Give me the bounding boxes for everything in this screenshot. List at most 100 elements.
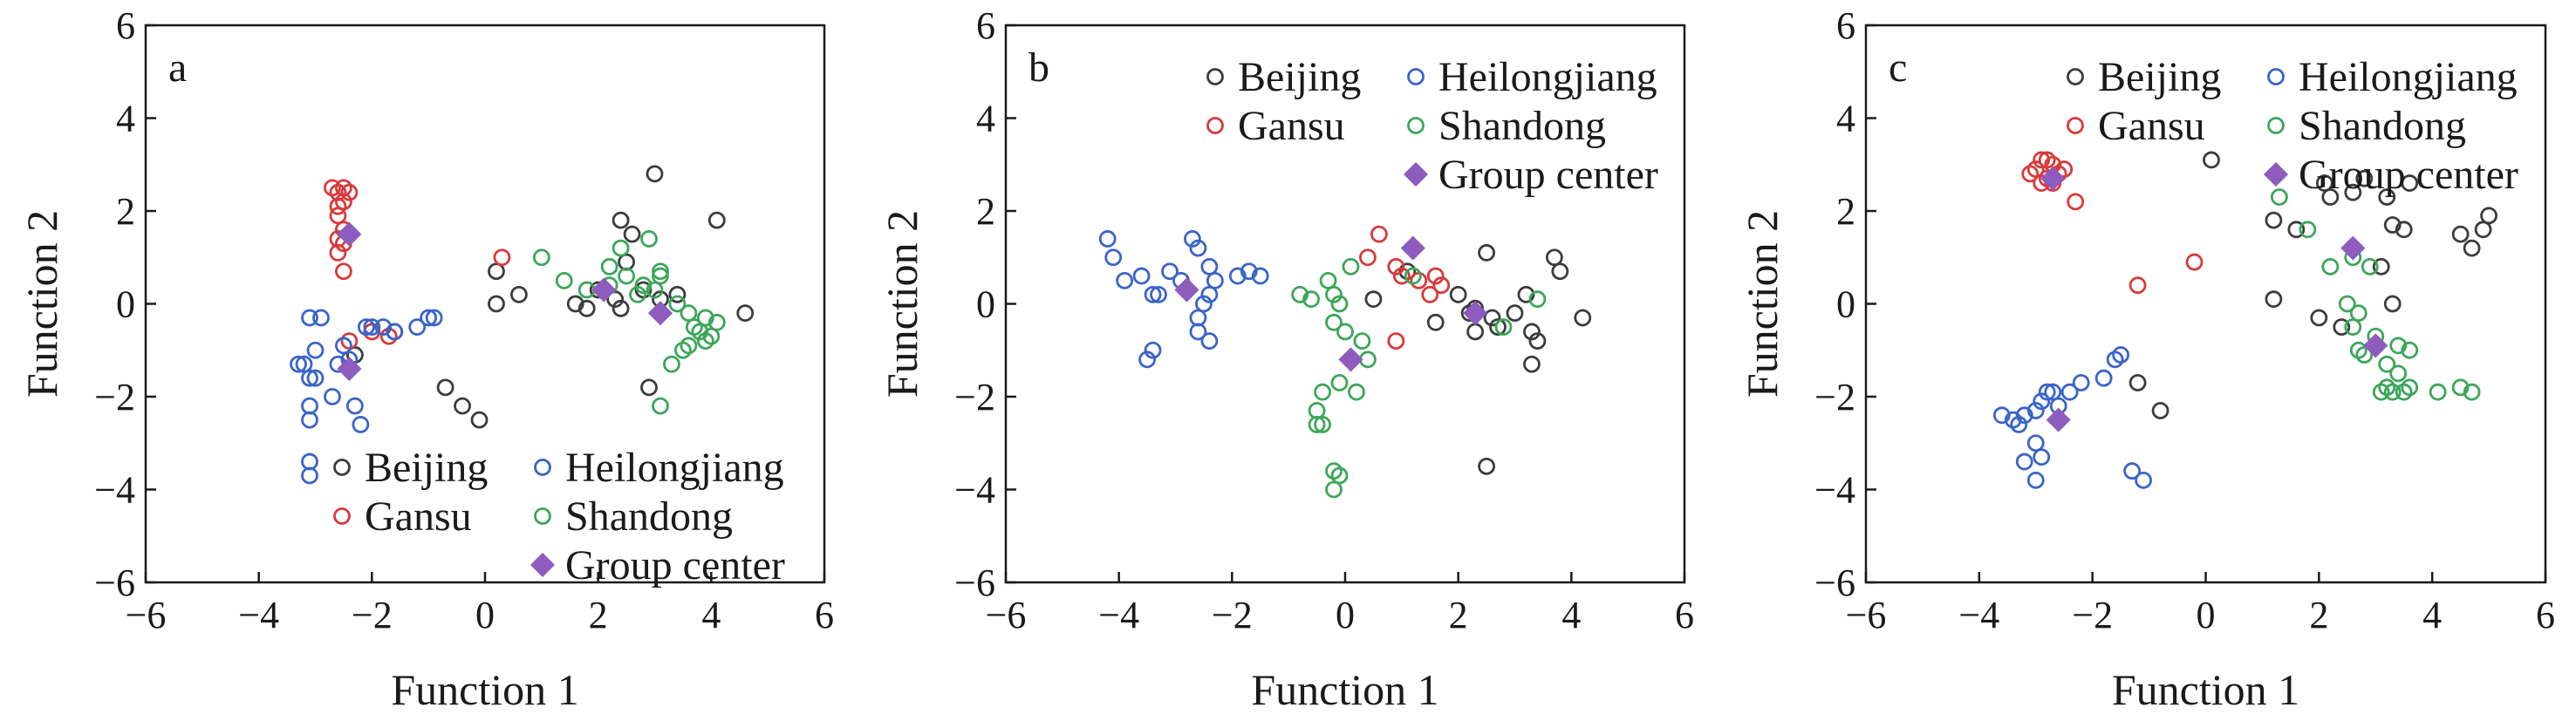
data-point — [2321, 188, 2340, 206]
data-point — [1463, 301, 1488, 326]
data-point — [324, 388, 341, 405]
legend-item: Shandong — [2267, 103, 2466, 149]
data-point — [2265, 290, 2283, 309]
y-tick-label: 6 — [1836, 4, 1855, 47]
legend-marker — [2067, 68, 2084, 85]
data-point — [532, 248, 550, 267]
data-point — [1353, 332, 1371, 350]
legend-label: Beijing — [2098, 54, 2221, 100]
y-tick-label: 0 — [976, 283, 995, 326]
data-point — [2463, 239, 2481, 257]
data-point — [1489, 318, 1507, 337]
legend-label: Beijing — [365, 445, 488, 491]
x-tick-label: −4 — [1958, 594, 1999, 636]
data-point — [488, 295, 505, 313]
data-point — [2395, 221, 2413, 239]
data-point — [2315, 174, 2333, 192]
data-point — [691, 323, 709, 341]
data-point — [2383, 383, 2402, 401]
legend-marker — [1206, 68, 1224, 85]
data-point — [2026, 471, 2045, 489]
data-point — [668, 285, 687, 303]
data-point — [2015, 452, 2033, 471]
data-point — [345, 397, 364, 415]
data-point — [1098, 230, 1117, 248]
data-point — [1992, 406, 2011, 425]
data-point — [577, 299, 596, 317]
legend-item: Beijing — [1206, 54, 1361, 100]
data-point — [1506, 304, 1524, 323]
data-point — [1336, 323, 1354, 341]
y-tick-label: 2 — [116, 190, 135, 233]
x-tick-label: 4 — [701, 594, 721, 636]
legend-marker — [1403, 161, 1429, 187]
legend-marker — [1407, 68, 1425, 85]
x-tick-label: −6 — [1846, 594, 1887, 636]
y-axis-title: Function 2 — [878, 210, 926, 398]
data-point — [1551, 262, 1569, 281]
y-tick-label: 0 — [1836, 283, 1855, 326]
data-point — [2060, 383, 2079, 401]
data-point — [1432, 276, 1451, 295]
legend-item: Group center — [530, 542, 785, 588]
data-point — [454, 397, 471, 415]
series-group-center — [337, 221, 673, 382]
legend-label: Gansu — [1238, 103, 1345, 149]
data-point — [668, 295, 687, 313]
data-point — [555, 271, 573, 289]
panel-label: a — [168, 44, 187, 91]
data-point — [1426, 267, 1445, 285]
series-shandong — [1291, 257, 1547, 499]
data-point — [301, 309, 318, 327]
data-point — [600, 257, 618, 275]
y-tick-label: 2 — [1836, 190, 1855, 233]
legend-item: Gansu — [1206, 103, 1345, 149]
data-point — [2401, 174, 2419, 192]
data-point — [1144, 341, 1162, 359]
data-point — [2033, 448, 2051, 466]
data-point — [493, 248, 511, 267]
y-tick-label: −2 — [94, 376, 135, 418]
chart-c: −6 −4 −2 0 2 4 6 −6 −4 −2 0 2 4 6 Function 1 Function 2… — [1738, 4, 2555, 714]
y-tick-label: −2 — [954, 376, 995, 418]
data-point — [329, 207, 347, 225]
x-axis-title: Function 1 — [1251, 665, 1438, 714]
data-point — [2480, 207, 2497, 225]
data-point — [647, 301, 673, 326]
data-point — [1400, 235, 1425, 261]
data-point — [2383, 295, 2402, 313]
data-point — [340, 183, 359, 201]
data-point — [618, 253, 635, 271]
data-point — [1138, 350, 1156, 369]
data-point — [470, 411, 489, 429]
data-point — [1359, 248, 1377, 267]
data-point — [2021, 165, 2040, 183]
data-point — [2033, 151, 2051, 169]
data-point — [2010, 416, 2028, 433]
data-point — [2372, 257, 2390, 275]
data-point — [1251, 267, 1269, 285]
data-point — [1200, 285, 1219, 303]
data-point — [337, 221, 362, 247]
data-point — [2378, 188, 2396, 206]
legend-marker — [534, 459, 551, 476]
data-point — [386, 323, 404, 341]
y-tick-label: 4 — [116, 98, 135, 140]
y-tick-label: −4 — [1814, 469, 1855, 512]
data-point — [646, 165, 664, 183]
data-point — [1174, 277, 1199, 303]
data-point — [1150, 285, 1167, 303]
data-point — [1240, 262, 1258, 281]
data-point — [2094, 369, 2113, 387]
data-point — [1421, 285, 1439, 303]
data-point — [1523, 355, 1541, 373]
legend-label: Heilongjiang — [565, 445, 784, 491]
data-point — [2185, 253, 2204, 271]
data-point — [674, 341, 692, 359]
data-point — [652, 397, 669, 415]
legend-label: Shandong — [2299, 103, 2466, 149]
series-beijing — [345, 165, 755, 429]
data-point — [1517, 285, 1535, 303]
